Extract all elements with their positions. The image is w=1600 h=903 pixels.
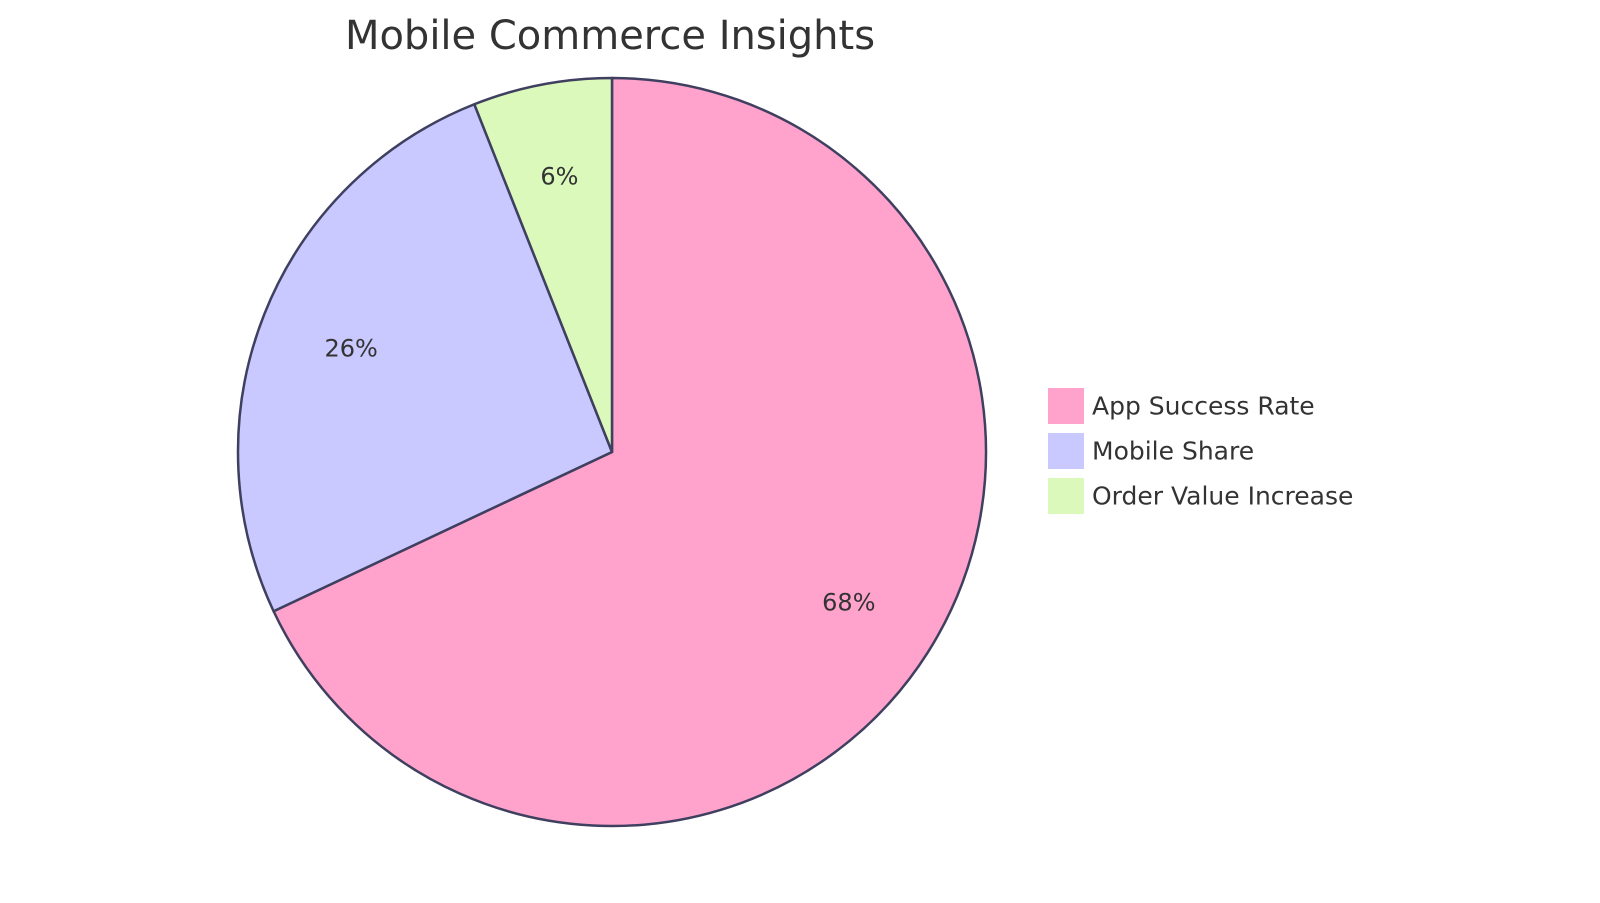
legend-swatch-order-value-increase — [1048, 478, 1084, 514]
legend-label-mobile-share: Mobile Share — [1092, 437, 1254, 466]
legend-label-app-success-rate: App Success Rate — [1092, 392, 1315, 421]
legend-swatch-mobile-share — [1048, 433, 1084, 469]
pie-slice-labels: 68% 26% 6% — [325, 162, 876, 616]
slice-label-order-value-increase: 6% — [540, 162, 578, 190]
pie-slice-mobile-share — [236, 103, 614, 613]
pie-slices — [236, 76, 988, 828]
legend-swatch-app-success-rate — [1048, 388, 1084, 424]
legend-label-order-value-increase: Order Value Increase — [1092, 482, 1353, 511]
pie-slice-app-success-rate — [272, 76, 988, 828]
slice-label-app-success-rate: 68% — [822, 588, 875, 616]
pie-slice-order-value-increase — [473, 76, 614, 454]
legend: App Success Rate Mobile Share Order Value … — [1048, 388, 1353, 514]
chart-title: Mobile Commerce Insights — [345, 13, 875, 59]
slice-label-mobile-share: 26% — [325, 335, 378, 363]
